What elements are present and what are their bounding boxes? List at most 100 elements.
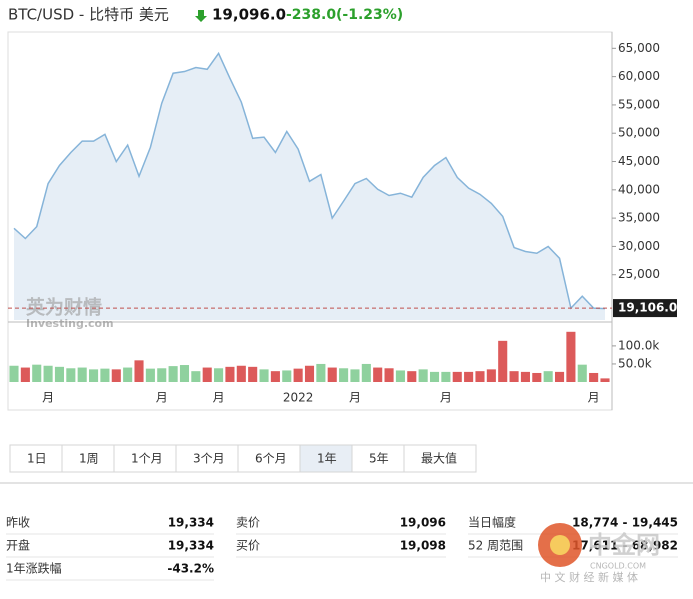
stat-label: 昨收 — [6, 516, 30, 530]
volume-bar — [486, 369, 496, 382]
volume-bar — [270, 371, 280, 382]
y-tick-label: 100.0k — [618, 338, 659, 352]
volume-bar — [145, 368, 155, 382]
volume-bar — [111, 369, 121, 382]
range-button[interactable] — [299, 444, 353, 473]
range-button-label[interactable]: 1年 — [317, 452, 337, 466]
volume-bar — [316, 363, 326, 382]
stat-value: 19,096 — [400, 516, 446, 530]
volume-bar — [464, 371, 474, 382]
volume-bar — [339, 368, 349, 382]
price: 19,096.0 — [212, 6, 286, 24]
volume-bar — [429, 371, 440, 382]
volume-bar — [248, 366, 258, 382]
stat-label: 1年涨跌幅 — [6, 561, 62, 576]
volume-bar — [304, 365, 315, 382]
logo-slogan: 中 文 财 经 新 媒 体 — [540, 570, 638, 584]
range-button[interactable] — [403, 444, 477, 473]
range-button-label[interactable]: 1周 — [79, 452, 99, 466]
range-button[interactable] — [351, 444, 405, 473]
x-tick-label: 2022 — [283, 391, 314, 405]
volume-bar — [191, 371, 201, 382]
last-price-label: 19,106.00 — [618, 301, 686, 315]
volume-bar — [259, 369, 269, 382]
x-tick-label: 月 — [156, 391, 168, 405]
logo-domain: CNGOLD.COM — [590, 562, 646, 571]
volume-bar — [100, 368, 110, 382]
volume-bar — [452, 371, 462, 382]
range-button[interactable] — [113, 444, 177, 473]
stat-label: 当日幅度 — [468, 515, 516, 530]
volume-bar — [89, 369, 99, 382]
volume-bar — [532, 372, 542, 382]
last-price-badge — [613, 299, 677, 318]
watermark: 英为财情 — [26, 296, 102, 319]
volume-bar — [350, 369, 360, 382]
y-tick-label: 35,000 — [618, 211, 660, 225]
volume-bar — [373, 367, 383, 382]
x-tick-label: 月 — [213, 391, 225, 405]
volume-bar — [179, 365, 190, 382]
price-line — [13, 51, 606, 310]
range-button-label[interactable]: 1个月 — [131, 452, 163, 466]
volume-bar — [418, 369, 428, 382]
volume-bar — [589, 372, 599, 382]
y-tick-label: 60,000 — [618, 69, 660, 83]
volume-bar — [509, 371, 519, 382]
logo-name: 中金网 — [588, 531, 660, 559]
volume-bar — [407, 371, 417, 382]
x-tick-label: 月 — [42, 391, 54, 405]
title: BTC/USD - 比特币 美元 — [8, 6, 169, 24]
range-button-label[interactable]: 最大值 — [421, 451, 457, 466]
range-button-label[interactable]: 1日 — [27, 452, 47, 466]
y-tick-label: 30,000 — [618, 239, 660, 253]
volume-bar — [77, 367, 87, 382]
y-tick-label: 65,000 — [618, 41, 660, 55]
x-tick-label: 月 — [440, 391, 452, 405]
volume-bar — [327, 367, 337, 382]
volume-bar — [498, 340, 508, 382]
volume-bar — [475, 371, 485, 382]
volume-bar — [43, 365, 53, 382]
x-tick-label: 月 — [588, 391, 600, 405]
y-tick-label: 25,000 — [618, 267, 660, 281]
stat-value: 19,098 — [400, 539, 446, 553]
volume-bar — [520, 371, 530, 382]
volume-bar — [214, 368, 224, 382]
volume-bar — [554, 371, 565, 382]
volume-bar — [293, 368, 303, 382]
volume-bar — [395, 370, 405, 382]
range-button[interactable] — [237, 444, 301, 473]
stat-value: 17,611 - 68,982 — [572, 539, 678, 553]
range-button-label[interactable]: 6个月 — [255, 452, 287, 466]
volume-bar — [202, 367, 212, 382]
stat-label: 卖价 — [236, 516, 260, 530]
volume-bar — [543, 371, 553, 382]
volume-bar — [225, 366, 235, 382]
stat-label: 买价 — [236, 539, 260, 553]
volume-bar — [566, 331, 576, 382]
range-button-label[interactable]: 3个月 — [193, 452, 225, 466]
price-area — [14, 53, 605, 320]
volume-bar — [282, 370, 292, 382]
change-pct: (-1.23%) — [336, 7, 403, 23]
x-tick-label: 月 — [349, 391, 361, 405]
volume-bar — [66, 368, 76, 382]
volume-bar — [157, 368, 167, 382]
y-tick-label: 40,000 — [618, 182, 660, 196]
y-tick-label: 50,000 — [618, 126, 660, 140]
range-button[interactable] — [9, 444, 63, 473]
volume-bar — [134, 360, 144, 382]
stat-value: 19,334 — [168, 539, 214, 553]
volume-bar — [123, 367, 133, 382]
stat-label: 开盘 — [6, 538, 30, 553]
change: -238.0 — [286, 7, 336, 23]
volume-bar — [9, 365, 19, 382]
range-button[interactable] — [175, 444, 239, 473]
range-button-label[interactable]: 5年 — [369, 452, 389, 466]
stat-value: -43.2% — [167, 562, 214, 576]
volume-bar — [577, 364, 587, 382]
volume-bar — [20, 367, 30, 382]
down-arrow — [195, 10, 207, 22]
